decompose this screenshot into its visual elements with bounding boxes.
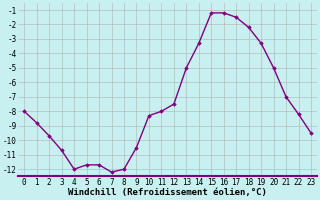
X-axis label: Windchill (Refroidissement éolien,°C): Windchill (Refroidissement éolien,°C)	[68, 188, 267, 197]
